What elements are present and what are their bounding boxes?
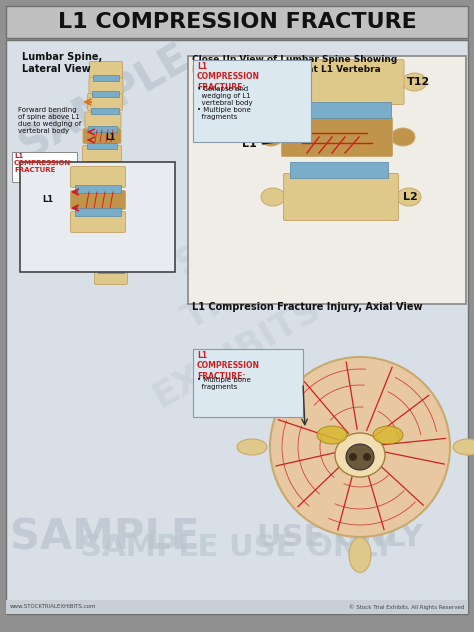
Text: Forward bending
of spine above L1
due to wedging of
vertebral body: Forward bending of spine above L1 due to…: [18, 107, 81, 134]
Bar: [193, 349, 303, 417]
FancyBboxPatch shape: [286, 59, 404, 104]
FancyBboxPatch shape: [282, 118, 392, 157]
Text: SAMPLE: SAMPLE: [12, 37, 198, 167]
FancyBboxPatch shape: [90, 61, 122, 78]
Text: STOCK: STOCK: [170, 183, 304, 281]
Bar: [75, 208, 121, 216]
Bar: [290, 162, 388, 178]
Bar: [6, 600, 468, 614]
Ellipse shape: [264, 73, 288, 91]
Text: L1 COMPRESSION FRACTURE: L1 COMPRESSION FRACTURE: [58, 12, 416, 32]
FancyBboxPatch shape: [88, 94, 122, 111]
Ellipse shape: [335, 433, 385, 477]
Ellipse shape: [373, 426, 403, 444]
FancyBboxPatch shape: [71, 190, 126, 209]
Circle shape: [270, 357, 450, 537]
Text: L1
COMPRESSION
FRACTURE:: L1 COMPRESSION FRACTURE:: [197, 351, 260, 381]
Bar: [20, 162, 175, 272]
Bar: [188, 56, 466, 304]
Bar: [88, 179, 120, 185]
Text: SAMPLE: SAMPLE: [10, 516, 200, 558]
FancyBboxPatch shape: [82, 145, 121, 162]
Ellipse shape: [261, 188, 285, 206]
Bar: [12, 152, 77, 182]
Bar: [93, 75, 119, 81]
FancyBboxPatch shape: [94, 269, 128, 284]
Text: L2: L2: [403, 192, 418, 202]
Text: • Collapse and
  wedging of L1
  vertebral body
• Multiple bone
  fragments: • Collapse and wedging of L1 vertebral b…: [197, 86, 253, 120]
Bar: [193, 60, 311, 142]
Bar: [6, 6, 468, 38]
Ellipse shape: [391, 128, 415, 146]
Text: • Multiple bone
  fragments: • Multiple bone fragments: [197, 377, 251, 390]
FancyBboxPatch shape: [93, 254, 128, 270]
FancyBboxPatch shape: [83, 128, 121, 143]
Ellipse shape: [317, 426, 347, 444]
Text: TRIAL: TRIAL: [178, 248, 296, 336]
FancyBboxPatch shape: [87, 202, 127, 219]
Bar: [87, 161, 119, 167]
Ellipse shape: [259, 128, 283, 146]
FancyBboxPatch shape: [283, 174, 399, 221]
FancyBboxPatch shape: [83, 164, 123, 181]
Bar: [92, 217, 124, 223]
Text: L1: L1: [242, 139, 257, 149]
Bar: [89, 126, 118, 132]
Bar: [92, 91, 119, 97]
Text: T12: T12: [407, 77, 430, 87]
Bar: [95, 235, 125, 241]
Bar: [87, 143, 117, 149]
FancyBboxPatch shape: [71, 166, 126, 188]
Bar: [75, 185, 121, 193]
Text: USE ONLY: USE ONLY: [257, 523, 423, 552]
Text: L1
COMPRESSION
FRACTURE: L1 COMPRESSION FRACTURE: [14, 153, 71, 173]
Text: EXHIBITS: EXHIBITS: [147, 290, 327, 414]
FancyBboxPatch shape: [89, 78, 123, 95]
Bar: [91, 108, 119, 114]
Text: Lumbar Spine,
Lateral View: Lumbar Spine, Lateral View: [22, 52, 102, 73]
Bar: [90, 198, 122, 204]
Ellipse shape: [346, 444, 374, 470]
Text: Close Up View of Lumbar Spine Showing
Post-Accident Injuries at L1 Vertebra: Close Up View of Lumbar Spine Showing Po…: [192, 55, 397, 75]
FancyBboxPatch shape: [71, 212, 126, 233]
Text: © Stock Trial Exhibits. All Rights Reserved: © Stock Trial Exhibits. All Rights Reser…: [348, 604, 464, 610]
Ellipse shape: [402, 73, 427, 91]
Bar: [97, 252, 125, 257]
Text: SAMPLE USE ONLY: SAMPLE USE ONLY: [80, 533, 394, 561]
Ellipse shape: [349, 453, 357, 461]
Bar: [291, 102, 391, 118]
Ellipse shape: [453, 439, 474, 455]
Ellipse shape: [397, 188, 421, 206]
Text: L1: L1: [105, 133, 115, 142]
FancyBboxPatch shape: [85, 183, 125, 200]
Text: L1: L1: [43, 195, 54, 205]
Bar: [98, 267, 124, 272]
FancyBboxPatch shape: [91, 238, 128, 254]
Ellipse shape: [237, 439, 267, 455]
Text: L1
COMPRESSION
FRACTURE:: L1 COMPRESSION FRACTURE:: [197, 62, 260, 92]
FancyBboxPatch shape: [90, 221, 128, 237]
Text: www.STOCKTRIALEXHIBITS.com: www.STOCKTRIALEXHIBITS.com: [10, 604, 97, 609]
FancyBboxPatch shape: [85, 112, 121, 128]
Ellipse shape: [363, 453, 371, 461]
Ellipse shape: [349, 537, 371, 573]
Text: L1 Compresion Fracture Injury, Axial View: L1 Compresion Fracture Injury, Axial Vie…: [192, 302, 422, 312]
